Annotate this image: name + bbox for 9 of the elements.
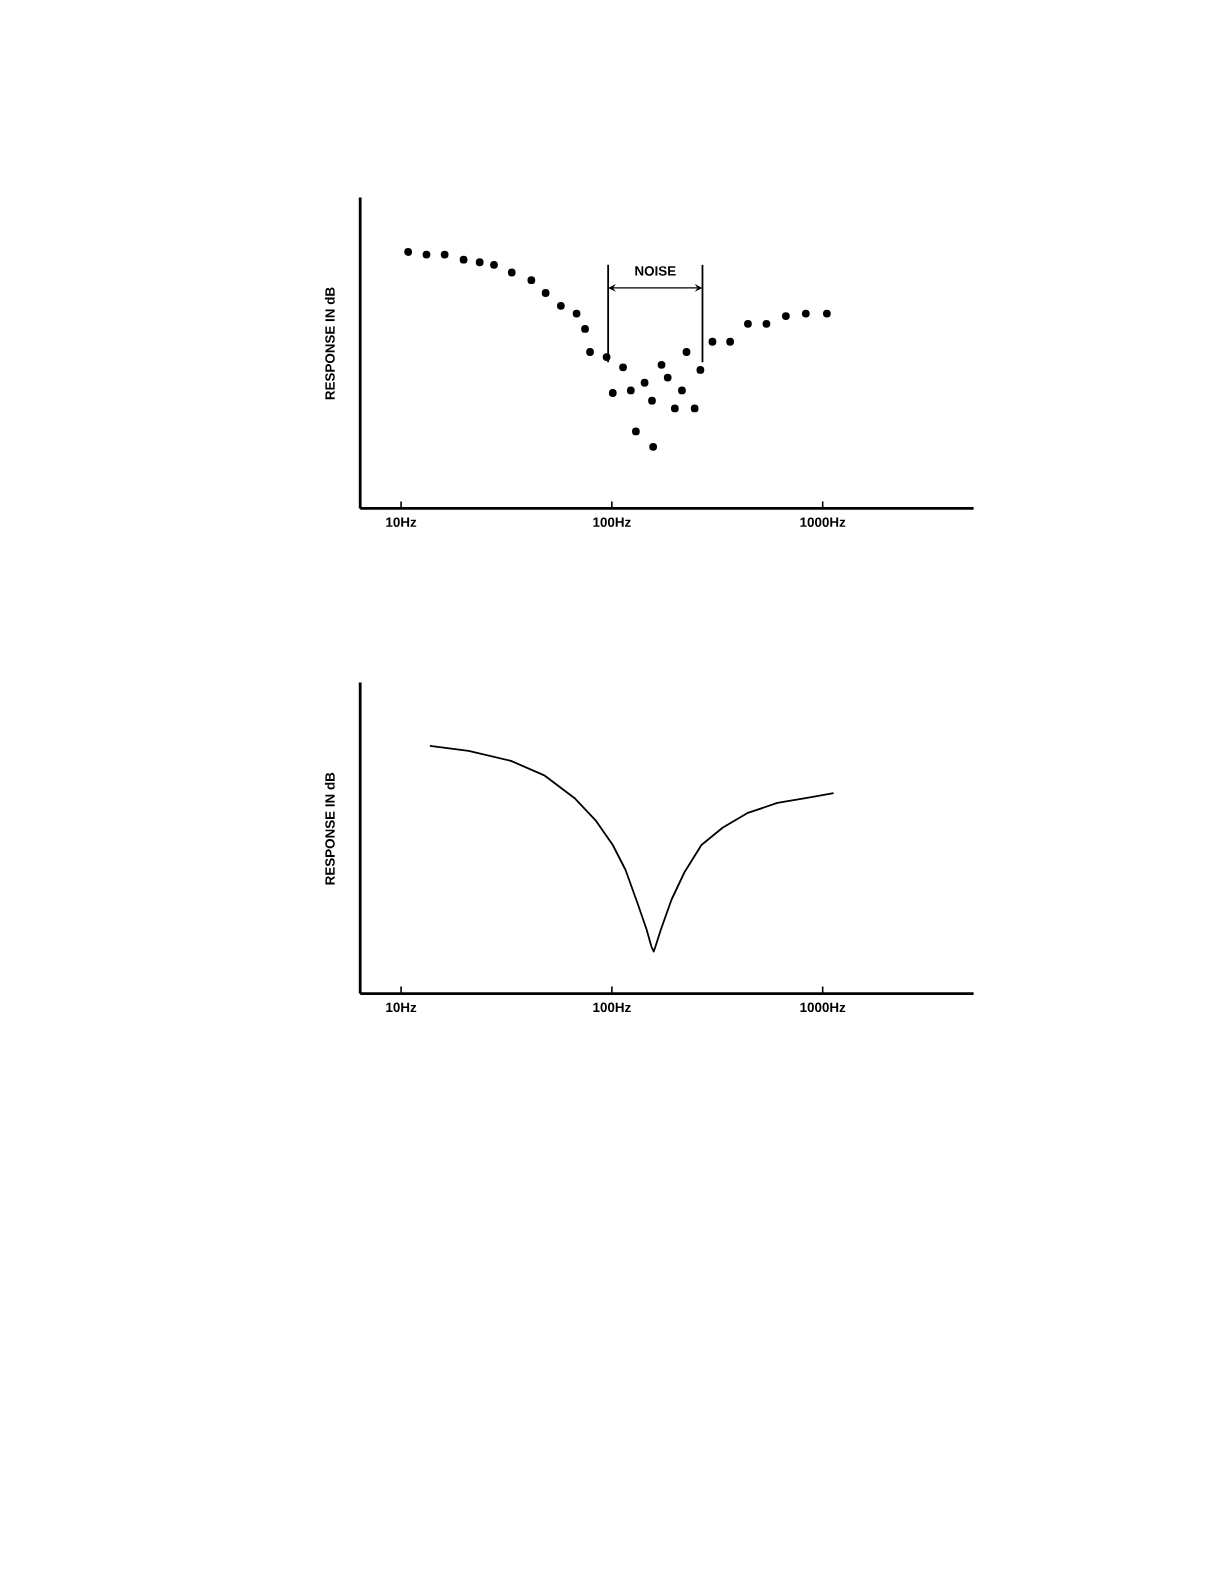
- x-tick-label: 100Hz: [593, 1002, 631, 1013]
- x-tick-label: 100Hz: [593, 517, 631, 527]
- x-tick-label: 1000Hz: [800, 517, 846, 527]
- annotation: NOISE: [635, 266, 676, 276]
- x-tick-label: 1000Hz: [800, 1002, 846, 1013]
- x-tick-label: 10Hz: [386, 1002, 417, 1013]
- y-axis-title: RESPONSE IN dB: [324, 772, 335, 885]
- x-tick-label: 10Hz: [386, 517, 417, 527]
- y-axis-title: RESPONSE IN dB: [324, 287, 335, 400]
